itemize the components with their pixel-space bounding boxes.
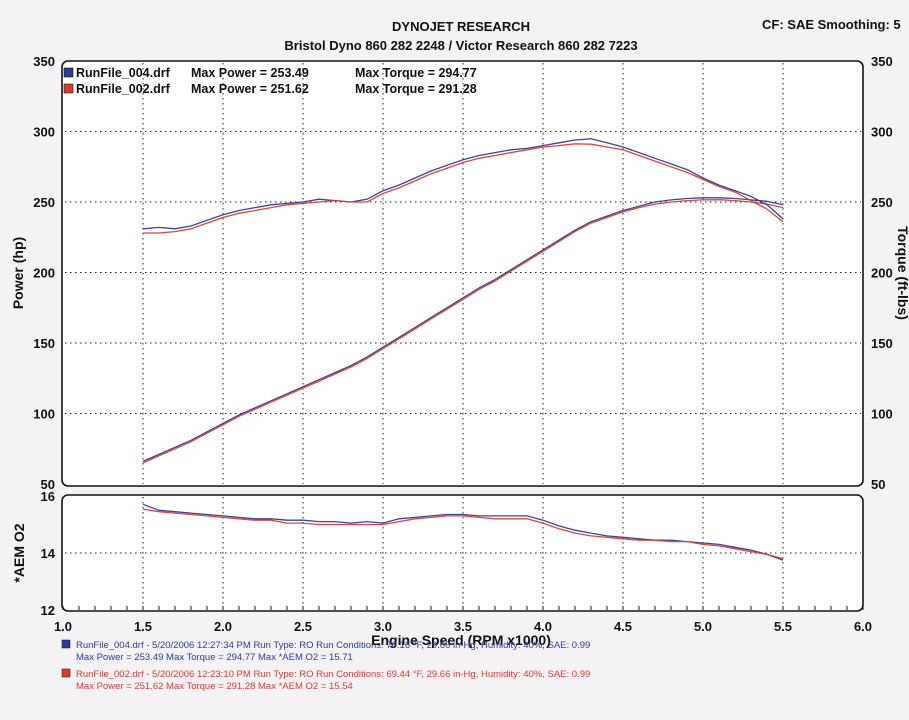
power-tick-label: 200 <box>33 266 55 281</box>
footer-run002-line2: Max Power = 251.62 Max Torque = 291.28 M… <box>76 681 353 692</box>
legend-run002-max-power: Max Power = 251.62 <box>191 82 309 96</box>
footer-run004-line1: RunFile_004.drf - 5/20/2006 12:27:34 PM … <box>76 640 590 651</box>
x-tick-label: 2.0 <box>214 619 232 634</box>
x-tick-label: 2.5 <box>294 619 312 634</box>
o2-tick-label: 12 <box>41 603 55 618</box>
o2-tick-label: 14 <box>41 546 56 561</box>
chart-header-title: DYNOJET RESEARCH <box>392 19 530 34</box>
torque-tick-label: 150 <box>871 336 893 351</box>
power-tick-label: 50 <box>41 477 55 492</box>
series-line-runfile-004-drf-torque <box>142 138 784 230</box>
legend-swatch-run004 <box>63 67 74 78</box>
o2-lines <box>142 503 784 561</box>
x-tick-label: 6.0 <box>854 619 872 634</box>
x-tick-label: 4.5 <box>614 619 632 634</box>
series-line-runfile-002-drf-torque <box>143 143 784 234</box>
power-tick-label: 250 <box>33 195 55 210</box>
x-tick-label: 5.0 <box>694 619 712 634</box>
legend-run004-max-torque: Max Torque = 294.77 <box>355 66 477 80</box>
x-tick-label: 3.5 <box>454 619 472 634</box>
power-tick-label: 100 <box>33 407 55 422</box>
torque-tick-label: 100 <box>871 407 893 422</box>
chart-header-subtitle: Bristol Dyno 860 282 2248 / Victor Resea… <box>284 38 637 53</box>
torque-tick-label: 250 <box>871 195 893 210</box>
power-plot-grid <box>65 63 861 484</box>
o2-tick-label: 16 <box>41 489 55 504</box>
series-line-runfile-004-drf-aem-o2 <box>142 503 784 561</box>
x-tick-label: 1.5 <box>134 619 152 634</box>
power-tick-label: 300 <box>33 125 55 140</box>
legend-run002-file: RunFile_002.drf <box>76 82 171 96</box>
torque-axis-title: Torque (ft-lbs) <box>895 226 909 320</box>
series-line-runfile-002-drf-power <box>142 199 784 464</box>
legend-run002-max-torque: Max Torque = 291.28 <box>355 82 477 96</box>
legend-run004-file: RunFile_004.drf <box>76 66 171 80</box>
torque-tick-label: 300 <box>871 125 893 140</box>
power-axis-ticks: 50 100 150 200 250 300 350 <box>33 54 55 492</box>
power-tick-label: 150 <box>33 336 55 351</box>
o2-axis-ticks: 12 14 16 <box>41 489 56 618</box>
torque-tick-label: 350 <box>871 54 893 69</box>
series-line-runfile-004-drf-power <box>142 197 784 462</box>
footer-swatch-run002 <box>61 668 71 678</box>
legend: RunFile_004.drf Max Power = 253.49 Max T… <box>63 66 477 96</box>
torque-axis-ticks: 50 100 150 200 250 300 350 <box>871 54 893 492</box>
series-line-runfile-002-drf-aem-o2 <box>142 508 784 560</box>
o2-axis-title: *AEM O2 <box>11 523 27 582</box>
footer-swatch-run004 <box>61 639 71 649</box>
power-axis-title: Power (hp) <box>10 237 26 309</box>
footer-run002-line1: RunFile_002.drf - 5/20/2006 12:23:10 PM … <box>76 669 590 680</box>
o2-plot-grid <box>62 497 864 610</box>
legend-run004-max-power: Max Power = 253.49 <box>191 66 309 80</box>
x-tick-label: 5.5 <box>774 619 792 634</box>
torque-tick-label: 50 <box>871 477 885 492</box>
x-axis-ticks: 1.0 1.5 2.0 2.5 3.0 3.5 4.0 4.5 5.0 5.5 6.0 <box>54 619 872 634</box>
power-tick-label: 350 <box>33 54 55 69</box>
run-info-footer: RunFile_004.drf - 5/20/2006 12:27:34 PM … <box>61 639 590 692</box>
x-axis-title: Engine Speed (RPM x1000) <box>371 632 551 648</box>
x-tick-label: 1.0 <box>54 619 72 634</box>
x-tick-label: 4.0 <box>534 619 552 634</box>
power-torque-lines <box>142 138 784 464</box>
x-tick-label: 3.0 <box>374 619 392 634</box>
chart-corner-settings: CF: SAE Smoothing: 5 <box>762 17 901 32</box>
footer-run004-line2: Max Power = 253.49 Max Torque = 294.77 M… <box>76 652 353 663</box>
torque-tick-label: 200 <box>871 266 893 281</box>
legend-swatch-run002 <box>63 83 74 94</box>
